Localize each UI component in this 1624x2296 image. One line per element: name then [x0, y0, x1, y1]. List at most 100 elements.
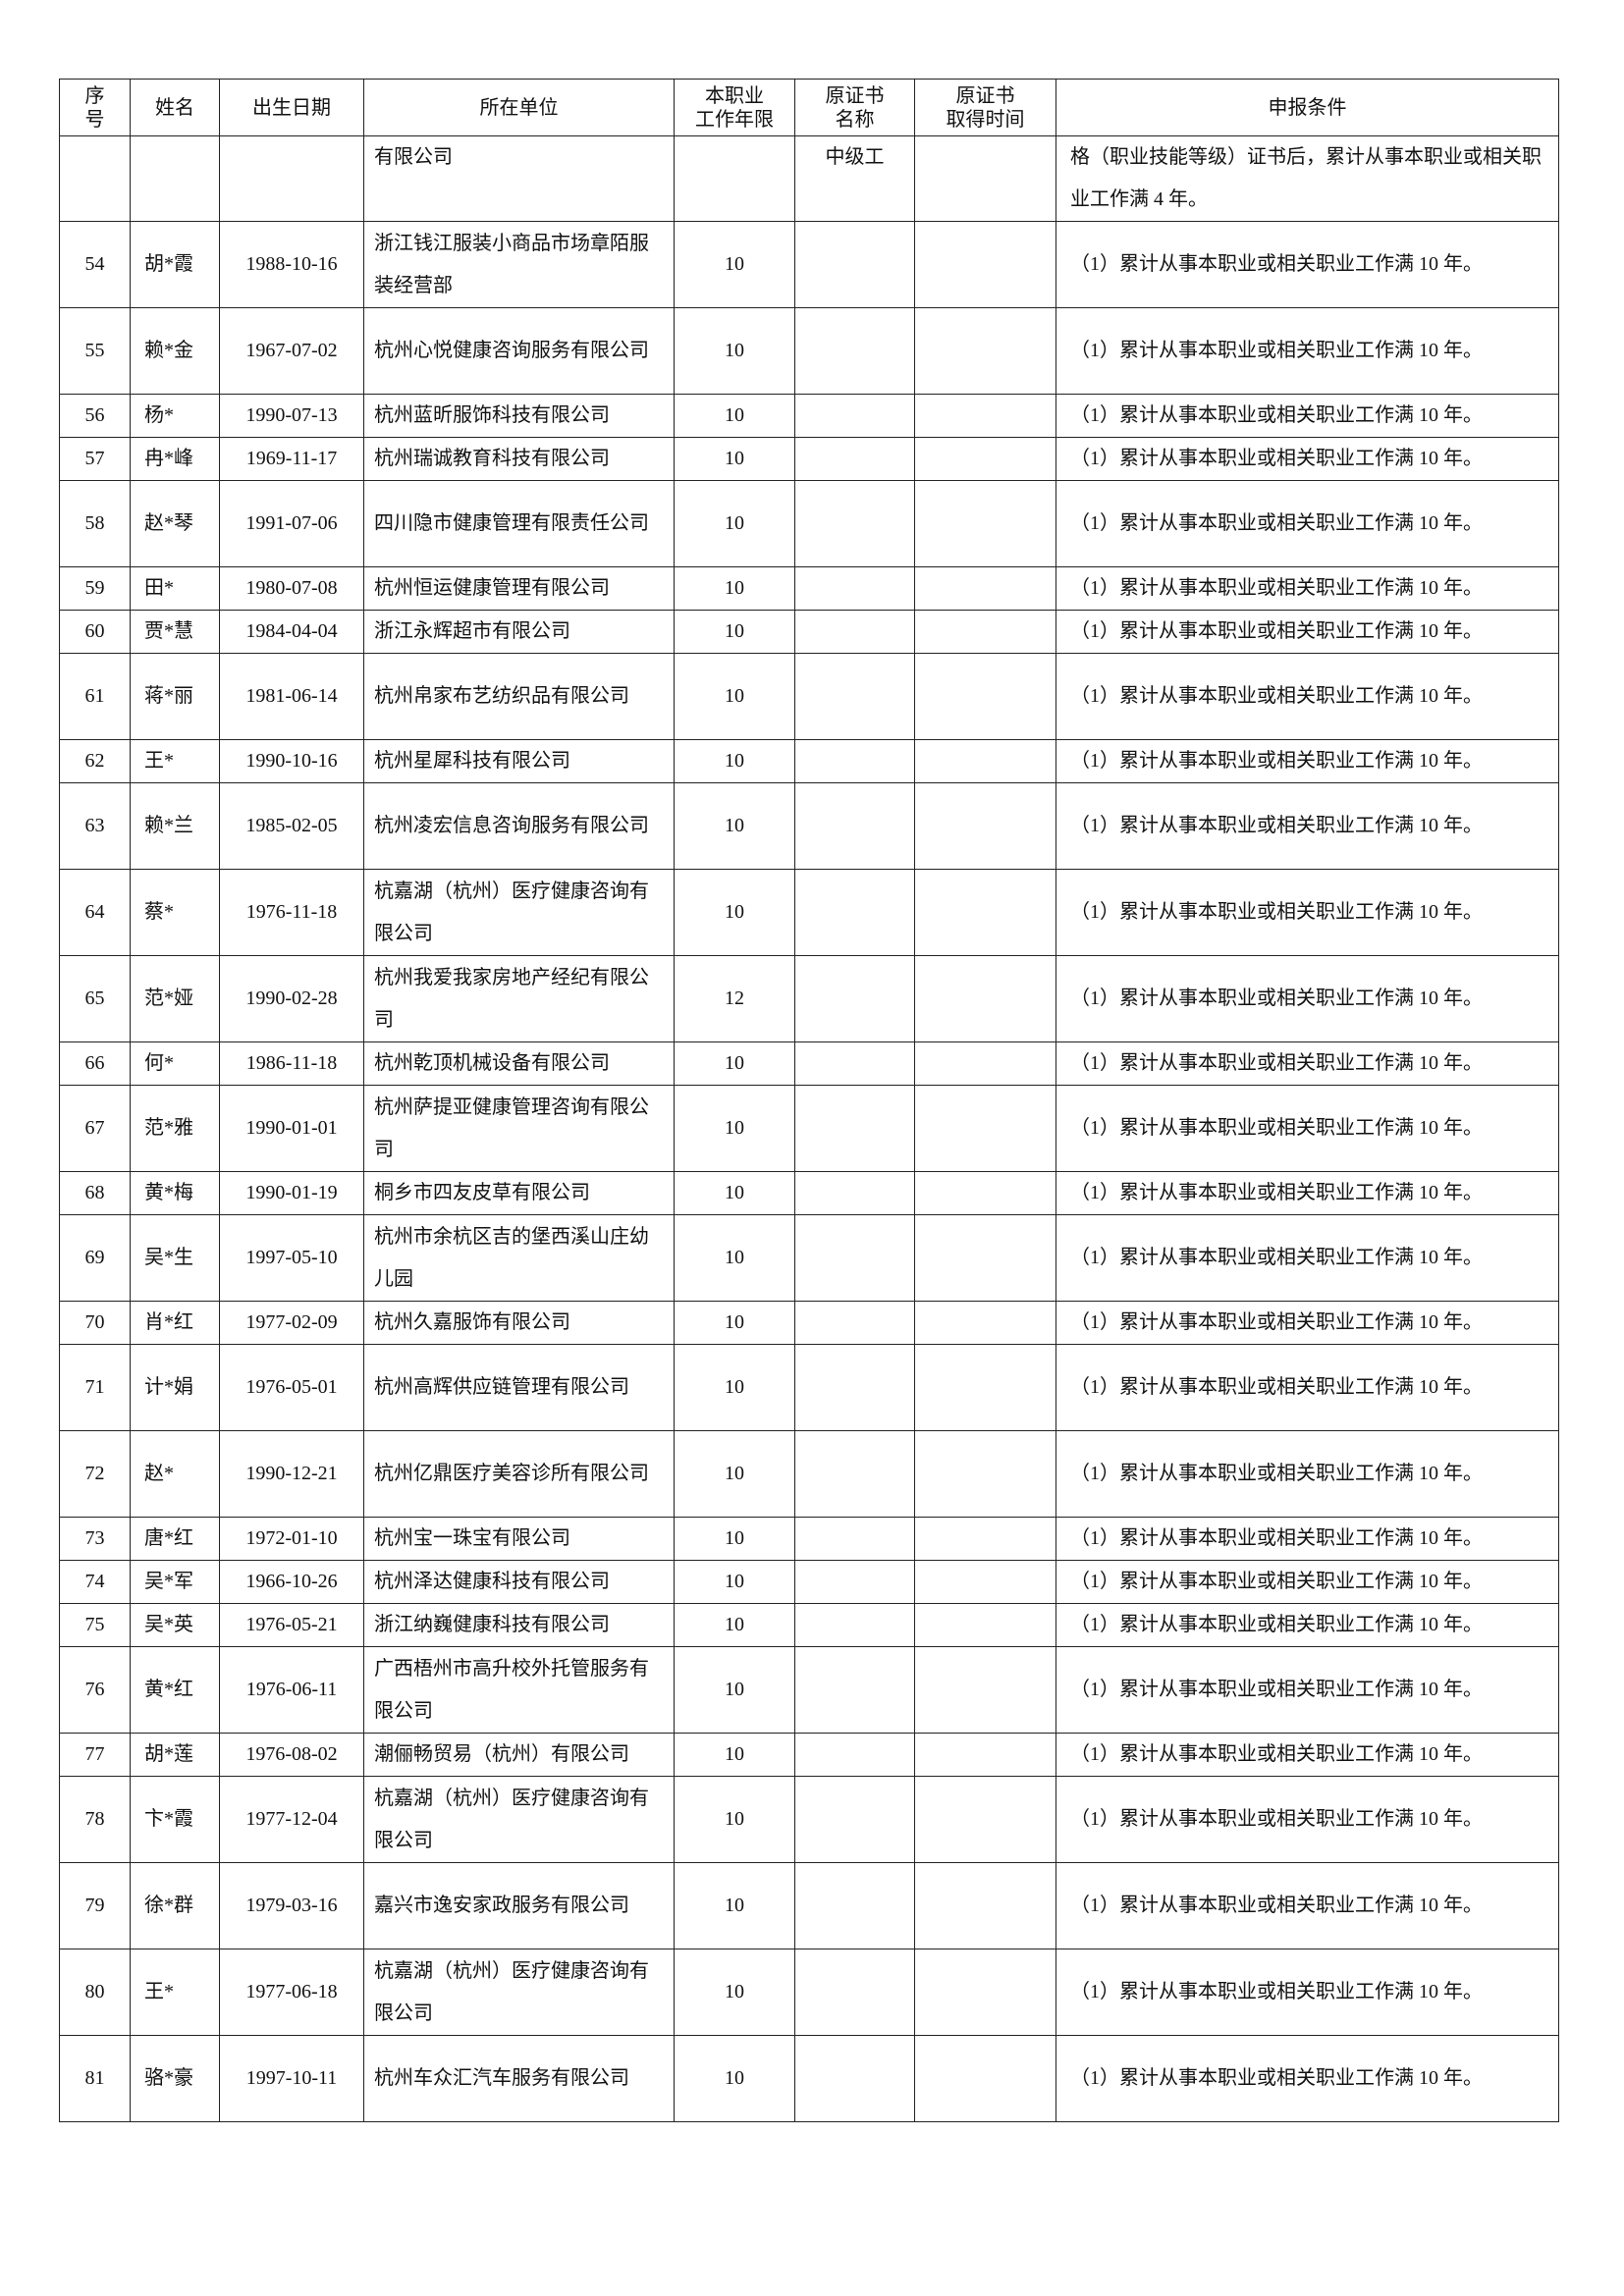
cell-name: 赵* [130, 1430, 220, 1518]
cell-years: 10 [674, 1733, 795, 1777]
table-row: 71 计*娟 1976-05-01 杭州高辉供应链管理有限公司 10 （1）累计从事本职业… [59, 1344, 1559, 1431]
cell-name: 徐*群 [130, 1862, 220, 1949]
table-row: 81 骆*豪 1997-10-11 杭州车众汇汽车服务有限公司 10 （1）累计从事本职业… [59, 2035, 1559, 2122]
header-seq: 序号 [59, 79, 131, 136]
cell-no: 69 [59, 1214, 131, 1302]
cell-cert-time [914, 1776, 1056, 1863]
cell-cert-time [914, 1560, 1056, 1604]
cell-years: 10 [674, 1214, 795, 1302]
cell-cert-name [794, 1171, 915, 1215]
cell-unit: 潮俪畅贸易（杭州）有限公司 [363, 1733, 675, 1777]
cell-no: 60 [59, 610, 131, 654]
cell-name: 范*娅 [130, 955, 220, 1042]
cell-no: 59 [59, 566, 131, 611]
cell-cert-time [914, 1344, 1056, 1431]
cell-no: 62 [59, 739, 131, 783]
header-cert-time: 原证书 取得时间 [914, 79, 1056, 136]
cell-years: 10 [674, 1085, 795, 1172]
cell-no: 63 [59, 782, 131, 870]
table-row: 72 赵* 1990-12-21 杭州亿鼎医疗美容诊所有限公司 10 （1）累计从事本职业… [59, 1430, 1559, 1518]
cell-name: 贾*慧 [130, 610, 220, 654]
cell-cert-time [914, 437, 1056, 481]
cell-cert-time [914, 1301, 1056, 1345]
table-row: 58 赵*琴 1991-07-06 四川隐市健康管理有限责任公司 10 （1）累计从事本职… [59, 480, 1559, 567]
cell-birth: 1976-08-02 [219, 1733, 364, 1777]
cell-unit: 杭州车众汇汽车服务有限公司 [363, 2035, 675, 2122]
cell-birth: 1990-12-21 [219, 1430, 364, 1518]
cell-condition: （1）累计从事本职业或相关职业工作满 10 年。 [1056, 1085, 1559, 1172]
cell-condition: （1）累计从事本职业或相关职业工作满 10 年。 [1056, 1041, 1559, 1086]
cell-birth: 1977-12-04 [219, 1776, 364, 1863]
cell-condition: （1）累计从事本职业或相关职业工作满 10 年。 [1056, 739, 1559, 783]
cell-birth: 1976-11-18 [219, 869, 364, 956]
cell-condition: （1）累计从事本职业或相关职业工作满 10 年。 [1056, 1517, 1559, 1561]
cell-no: 56 [59, 394, 131, 438]
cell-cert-name [794, 1949, 915, 2036]
cell-years: 10 [674, 1603, 795, 1647]
cell-no [59, 135, 131, 222]
cell-years: 10 [674, 782, 795, 870]
cell-no: 70 [59, 1301, 131, 1345]
cell-unit: 杭嘉湖（杭州）医疗健康咨询有限公司 [363, 1949, 675, 2036]
cell-condition: （1）累计从事本职业或相关职业工作满 10 年。 [1056, 782, 1559, 870]
cell-cert-name [794, 1646, 915, 1734]
cell-birth: 1977-02-09 [219, 1301, 364, 1345]
table-row: 79 徐*群 1979-03-16 嘉兴市逸安家政服务有限公司 10 （1）累计从事本职业… [59, 1862, 1559, 1949]
cell-condition: （1）累计从事本职业或相关职业工作满 10 年。 [1056, 1430, 1559, 1518]
table-row: 57 冉*峰 1969-11-17 杭州瑞诚教育科技有限公司 10 （1）累计从事本职业或… [59, 437, 1559, 481]
cell-name: 冉*峰 [130, 437, 220, 481]
cell-condition: （1）累计从事本职业或相关职业工作满 10 年。 [1056, 1301, 1559, 1345]
cell-years: 10 [674, 1171, 795, 1215]
cell-cert-time [914, 221, 1056, 308]
cell-cert-name [794, 1517, 915, 1561]
cell-condition: （1）累计从事本职业或相关职业工作满 10 年。 [1056, 1862, 1559, 1949]
cell-birth: 1988-10-16 [219, 221, 364, 308]
header-birth: 出生日期 [219, 79, 364, 136]
cell-condition: （1）累计从事本职业或相关职业工作满 10 年。 [1056, 1214, 1559, 1302]
cell-cert-time [914, 1041, 1056, 1086]
cell-name: 卞*霞 [130, 1776, 220, 1863]
cell-unit: 杭州市余杭区吉的堡西溪山庄幼儿园 [363, 1214, 675, 1302]
header-cert-name: 原证书名称 [794, 79, 915, 136]
table-row: 77 胡*莲 1976-08-02 潮俪畅贸易（杭州）有限公司 10 （1）累计从事本职业… [59, 1733, 1559, 1777]
cell-condition: （1）累计从事本职业或相关职业工作满 10 年。 [1056, 2035, 1559, 2122]
cell-birth: 1986-11-18 [219, 1041, 364, 1086]
cell-cert-time [914, 1171, 1056, 1215]
cell-no: 58 [59, 480, 131, 567]
cell-cert-name [794, 1560, 915, 1604]
cell-name: 唐*红 [130, 1517, 220, 1561]
cell-years: 10 [674, 437, 795, 481]
cell-unit: 杭州高辉供应链管理有限公司 [363, 1344, 675, 1431]
cell-birth: 1997-10-11 [219, 2035, 364, 2122]
cell-birth: 1990-10-16 [219, 739, 364, 783]
cell-unit: 杭州星犀科技有限公司 [363, 739, 675, 783]
cell-unit: 浙江永辉超市有限公司 [363, 610, 675, 654]
cell-cert-time [914, 1430, 1056, 1518]
table-row: 54 胡*霞 1988-10-16 浙江钱江服装小商品市场章陌服装经营部 10 （1）累计… [59, 221, 1559, 308]
cell-no: 73 [59, 1517, 131, 1561]
table-row: 61 蒋*丽 1981-06-14 杭州帛家布艺纺织品有限公司 10 （1）累计从事本职业… [59, 653, 1559, 740]
cell-unit: 杭州凌宏信息咨询服务有限公司 [363, 782, 675, 870]
table-row: 69 吴*生 1997-05-10 杭州市余杭区吉的堡西溪山庄幼儿园 10 （1）累计从事… [59, 1214, 1559, 1302]
cell-years: 10 [674, 2035, 795, 2122]
cell-years: 10 [674, 307, 795, 395]
cell-unit: 杭州帛家布艺纺织品有限公司 [363, 653, 675, 740]
cell-cert-name [794, 653, 915, 740]
cell-birth: 1979-03-16 [219, 1862, 364, 1949]
cell-unit: 嘉兴市逸安家政服务有限公司 [363, 1862, 675, 1949]
cell-condition: （1）累计从事本职业或相关职业工作满 10 年。 [1056, 437, 1559, 481]
table-row: 62 王* 1990-10-16 杭州星犀科技有限公司 10 （1）累计从事本职业或相关职… [59, 739, 1559, 783]
cell-cert-name [794, 1862, 915, 1949]
cell-name: 吴*英 [130, 1603, 220, 1647]
cell-name: 肖*红 [130, 1301, 220, 1345]
cell-cert-time [914, 2035, 1056, 2122]
cell-no: 74 [59, 1560, 131, 1604]
cell-no: 76 [59, 1646, 131, 1734]
cell-no: 71 [59, 1344, 131, 1431]
cell-cert-name [794, 1301, 915, 1345]
cell-cert-name [794, 221, 915, 308]
header-name: 姓名 [130, 79, 220, 136]
cell-birth: 1990-01-19 [219, 1171, 364, 1215]
cell-years: 10 [674, 394, 795, 438]
cell-birth: 1976-06-11 [219, 1646, 364, 1734]
